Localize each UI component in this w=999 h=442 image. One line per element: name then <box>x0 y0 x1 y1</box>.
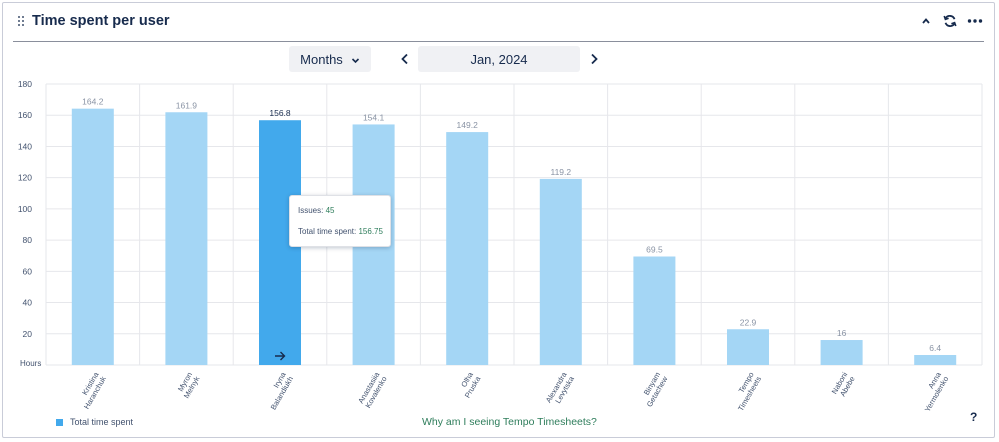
tooltip-issues-value: 45 <box>325 206 335 215</box>
chevron-right-icon[interactable] <box>584 49 604 69</box>
chevron-up-icon[interactable] <box>917 12 935 30</box>
y-tick-label: 180 <box>18 79 32 89</box>
y-tick-label: 160 <box>18 110 32 120</box>
tooltip-total-value: 156.75 <box>358 227 383 236</box>
bar-alexandra-levytska <box>539 178 582 365</box>
tooltip-total-label: Total time spent: <box>298 227 357 236</box>
help-icon[interactable]: ? <box>970 410 978 424</box>
period-select-value: Months <box>300 51 343 67</box>
help-link[interactable]: Why am I seeing Tempo Timesheets? <box>422 416 597 428</box>
chart-tooltip: Issues: 45 Total time spent: 156.75 <box>289 195 391 247</box>
refresh-icon[interactable] <box>941 12 959 30</box>
bar-tempo-timesheets <box>727 329 769 365</box>
more-icon[interactable] <box>966 12 984 30</box>
data-label: 156.8 <box>269 108 291 118</box>
drag-handle-icon[interactable] <box>18 16 26 28</box>
data-label: 16 <box>837 328 847 338</box>
widget-title: Time spent per user <box>32 13 170 29</box>
y-tick-label: 40 <box>23 298 33 308</box>
bar-naboni-abebe <box>820 340 863 365</box>
y-tick-label: 20 <box>23 329 33 339</box>
y-tick-label: 120 <box>18 173 32 183</box>
widget-header: Time spent per user <box>3 3 994 41</box>
data-label: 149.2 <box>457 120 479 130</box>
data-label: 154.1 <box>363 112 385 122</box>
data-label: 6.4 <box>929 343 941 353</box>
y-tick-label: 60 <box>23 266 33 276</box>
y-tick-label: 140 <box>18 141 32 151</box>
bar-myron-melnyk <box>165 112 208 366</box>
header-divider <box>13 41 984 42</box>
data-label: 119.2 <box>550 167 571 177</box>
period-select[interactable]: Months <box>289 46 371 72</box>
date-display[interactable]: Jan, 2024 <box>418 46 580 72</box>
data-label: 164.2 <box>82 97 104 107</box>
data-label: 69.5 <box>646 245 663 255</box>
chart-legend[interactable]: Total time spent <box>56 417 133 427</box>
y-tick-label: 80 <box>23 235 33 245</box>
y-axis-label: Hours <box>20 359 41 368</box>
legend-swatch <box>56 418 63 426</box>
tooltip-issues-label: Issues: <box>298 206 324 215</box>
chevron-left-icon[interactable] <box>395 49 415 69</box>
bar-binyam-getachew <box>633 256 676 365</box>
bar-anna-yermolenko <box>914 355 957 365</box>
data-label: 22.9 <box>740 317 757 327</box>
legend-label: Total time spent <box>70 417 134 427</box>
bar-kristina-haranchuk <box>71 108 114 365</box>
bar-olha-pruska <box>446 132 489 365</box>
date-label: Jan, 2024 <box>470 51 528 67</box>
chevron-down-icon <box>351 52 360 67</box>
y-tick-label: 100 <box>18 204 32 214</box>
data-label: 161.9 <box>176 100 198 110</box>
arrow-right-icon[interactable] <box>275 351 286 361</box>
